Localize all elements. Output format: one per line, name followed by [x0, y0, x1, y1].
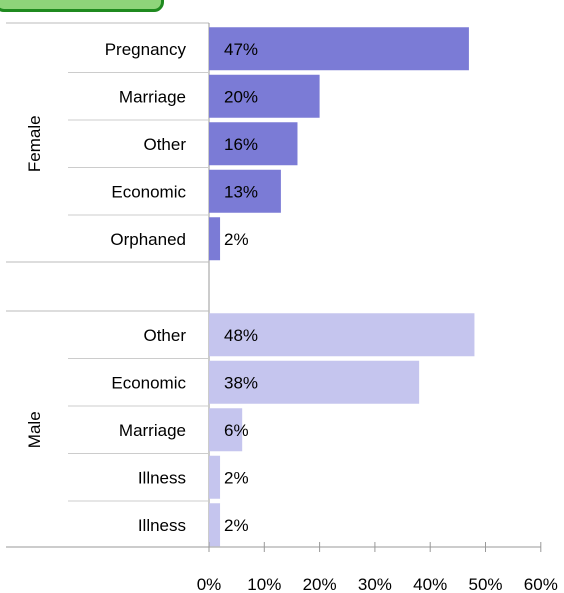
category-label: Illness — [138, 468, 186, 487]
bar-female-2 — [209, 122, 298, 166]
bar-female-3 — [209, 169, 281, 213]
x-tick-label: 10% — [247, 575, 281, 593]
bar-male-1 — [209, 360, 420, 404]
x-tick-label: 50% — [468, 575, 502, 593]
data-label: 2% — [224, 230, 249, 249]
data-label: 2% — [224, 468, 249, 487]
category-label: Orphaned — [110, 230, 186, 249]
x-tick-label: 0% — [197, 575, 222, 593]
bar-female-4 — [209, 217, 221, 261]
category-label: Illness — [138, 516, 186, 535]
data-label: 13% — [224, 182, 258, 201]
category-label: Other — [143, 135, 186, 154]
category-label: Marriage — [119, 421, 186, 440]
data-label: 38% — [224, 373, 258, 392]
data-label: 16% — [224, 135, 258, 154]
category-label: Pregnancy — [105, 40, 187, 59]
bar-female-0 — [209, 27, 469, 71]
data-label: 48% — [224, 326, 258, 345]
data-label: 47% — [224, 40, 258, 59]
bar-male-0 — [209, 313, 475, 357]
x-tick-label: 40% — [413, 575, 447, 593]
corner-tab[interactable] — [0, 0, 164, 12]
category-label: Economic — [111, 182, 186, 201]
data-label: 2% — [224, 516, 249, 535]
group-label-female: Female — [25, 115, 44, 172]
category-label: Marriage — [119, 87, 186, 106]
data-label: 20% — [224, 87, 258, 106]
category-label: Economic — [111, 373, 186, 392]
data-label: 6% — [224, 421, 249, 440]
bar-female-1 — [209, 74, 320, 118]
category-label: Other — [143, 326, 186, 345]
bar-male-3 — [209, 455, 221, 499]
x-tick-label: 30% — [358, 575, 392, 593]
group-label-male: Male — [25, 411, 44, 448]
x-tick-label: 60% — [524, 575, 558, 593]
bar-male-4 — [209, 503, 221, 547]
bar-male-2 — [209, 408, 243, 452]
x-tick-label: 20% — [303, 575, 337, 593]
